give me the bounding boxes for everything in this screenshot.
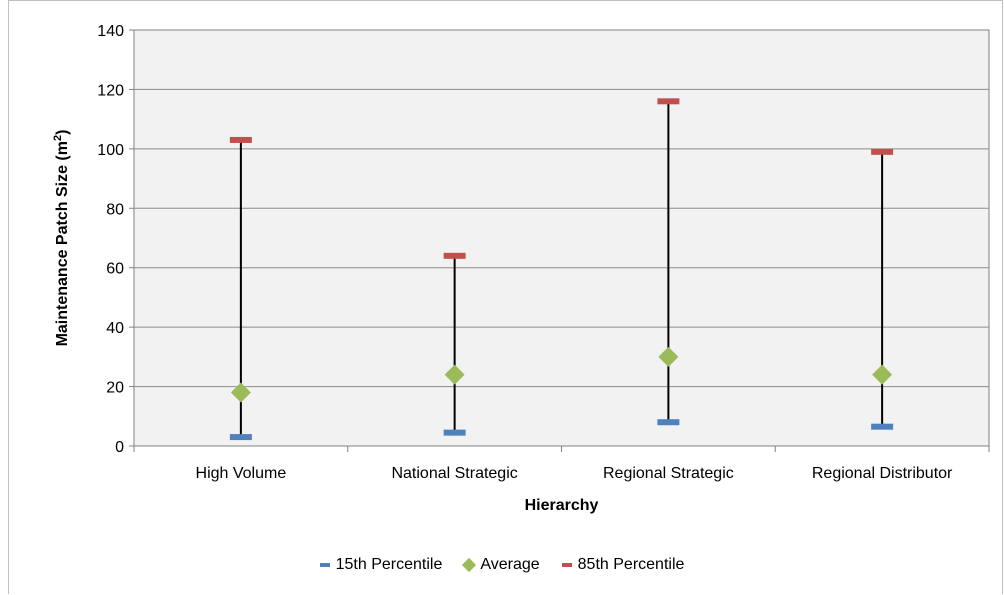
15th-percentile-mark bbox=[229, 434, 252, 441]
y-axis-ticks: 0 20 40 60 80 100 120 140 bbox=[97, 23, 134, 456]
85th-percentile-mark bbox=[443, 252, 466, 259]
legend-item: 85th Percentile bbox=[561, 556, 685, 574]
chart-frame bbox=[8, 0, 1003, 594]
15th-percentile-mark bbox=[443, 429, 466, 436]
15th-percentile-mark bbox=[657, 419, 680, 426]
x-tick-label: Regional Strategic bbox=[603, 465, 734, 482]
gridlines bbox=[134, 88, 989, 388]
y-tick-label: 40 bbox=[106, 320, 124, 337]
average-mark bbox=[658, 346, 679, 367]
y-tick-label: 20 bbox=[106, 380, 124, 397]
x-axis-ticks: High Volume National Strategic Regional St… bbox=[133, 446, 990, 482]
plot-area bbox=[133, 29, 990, 447]
legend-swatch-average bbox=[462, 557, 477, 573]
x-tick-label: National Strategic bbox=[391, 465, 517, 482]
chart: 0 20 40 60 80 100 120 140 High Volume National S… bbox=[52, 23, 990, 514]
x-tick-label: High Volume bbox=[196, 465, 287, 482]
legend-label: Average bbox=[480, 556, 540, 573]
legend-item: 15th Percentile bbox=[319, 556, 443, 574]
legend-label: 85th Percentile bbox=[577, 556, 685, 573]
y-axis-title: Maintenance Patch Size (m2) bbox=[52, 130, 71, 347]
y-tick-label: 140 bbox=[97, 23, 124, 40]
y-tick-label: 60 bbox=[106, 261, 124, 278]
legend: 15th Percentile Average 85th Percentile bbox=[0, 553, 1004, 577]
15th-percentile-mark bbox=[871, 423, 894, 430]
x-axis-title: Hierarchy bbox=[525, 497, 599, 514]
y-tick-label: 120 bbox=[97, 82, 124, 99]
legend-item: Average bbox=[462, 556, 540, 574]
85th-percentile-mark bbox=[229, 136, 252, 143]
legend-label: 15th Percentile bbox=[335, 556, 443, 573]
x-tick-label: Regional Distributor bbox=[812, 465, 953, 482]
legend-swatch-15th-percentile bbox=[319, 563, 330, 567]
y-tick-label: 80 bbox=[106, 201, 124, 218]
y-tick-label: 0 bbox=[115, 439, 124, 456]
average-mark bbox=[872, 364, 893, 385]
average-mark bbox=[230, 382, 251, 403]
data-marks bbox=[229, 98, 894, 441]
85th-percentile-mark bbox=[871, 148, 894, 155]
85th-percentile-mark bbox=[657, 98, 680, 105]
average-mark bbox=[444, 364, 465, 385]
y-tick-label: 100 bbox=[97, 142, 124, 159]
legend-swatch-85th-percentile bbox=[561, 563, 572, 567]
